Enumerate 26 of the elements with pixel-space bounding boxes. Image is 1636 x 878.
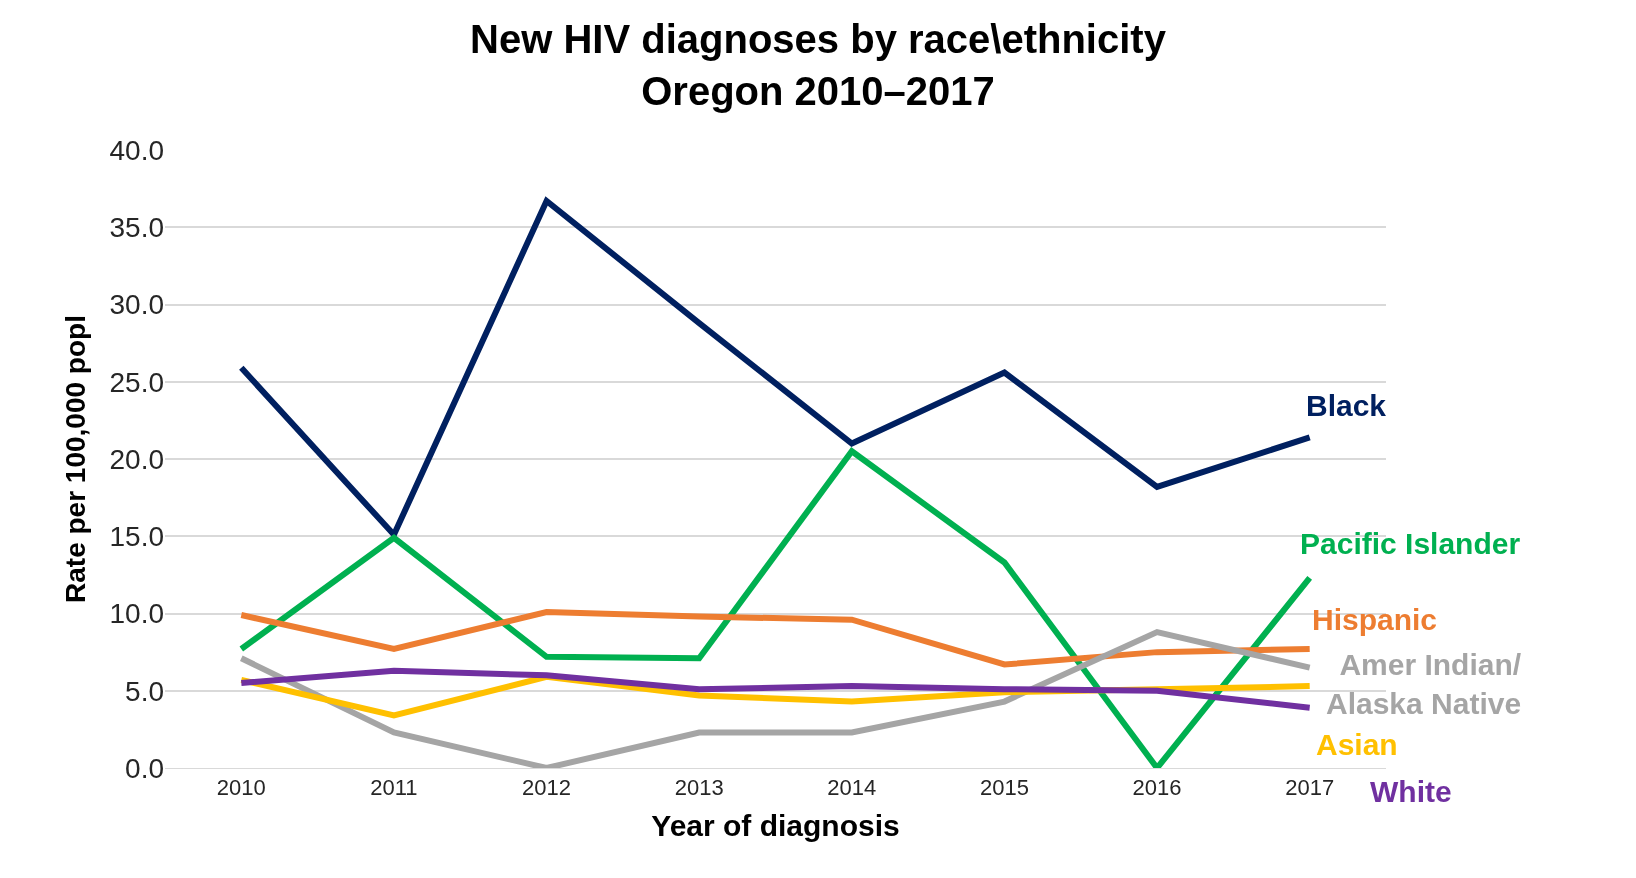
x-tick-label: 2015 — [979, 775, 1029, 801]
x-tick-label: 2013 — [674, 775, 724, 801]
y-tick-label: 30.0 — [109, 289, 164, 321]
y-tick-label: 25.0 — [109, 366, 164, 398]
x-tick-label: 2011 — [370, 775, 418, 801]
y-tick-label: 35.0 — [109, 212, 164, 244]
x-tick-label: 2017 — [1285, 775, 1335, 801]
series-label: Asian — [1316, 728, 1398, 761]
y-tick-label: 0.0 — [125, 752, 164, 784]
x-tick-label: 2012 — [522, 775, 572, 801]
y-tick-label: 15.0 — [109, 521, 164, 553]
x-tick-label: 2014 — [827, 775, 877, 801]
x-tick-label: 2010 — [216, 775, 266, 801]
y-tick-label: 10.0 — [109, 598, 164, 630]
series-label: Black — [1306, 389, 1387, 422]
series-label: Amer Indian/ Alaska Native — [1326, 648, 1522, 720]
y-tick-label: 5.0 — [125, 675, 164, 707]
series-label: Pacific Islander — [1300, 527, 1521, 560]
chart-title: New HIV diagnoses by race\ethnicity Oregon 2010–2017 — [470, 16, 1167, 113]
series-label: Hispanic — [1312, 603, 1438, 636]
x-tick-label: 2016 — [1132, 775, 1182, 801]
y-axis-title: Rate per 100,000 popl — [60, 315, 92, 603]
y-tick-label: 40.0 — [109, 134, 164, 166]
y-tick-label: 20.0 — [109, 443, 164, 475]
x-axis-title: Year of diagnosis — [651, 808, 900, 842]
text: White — [1370, 775, 1452, 808]
